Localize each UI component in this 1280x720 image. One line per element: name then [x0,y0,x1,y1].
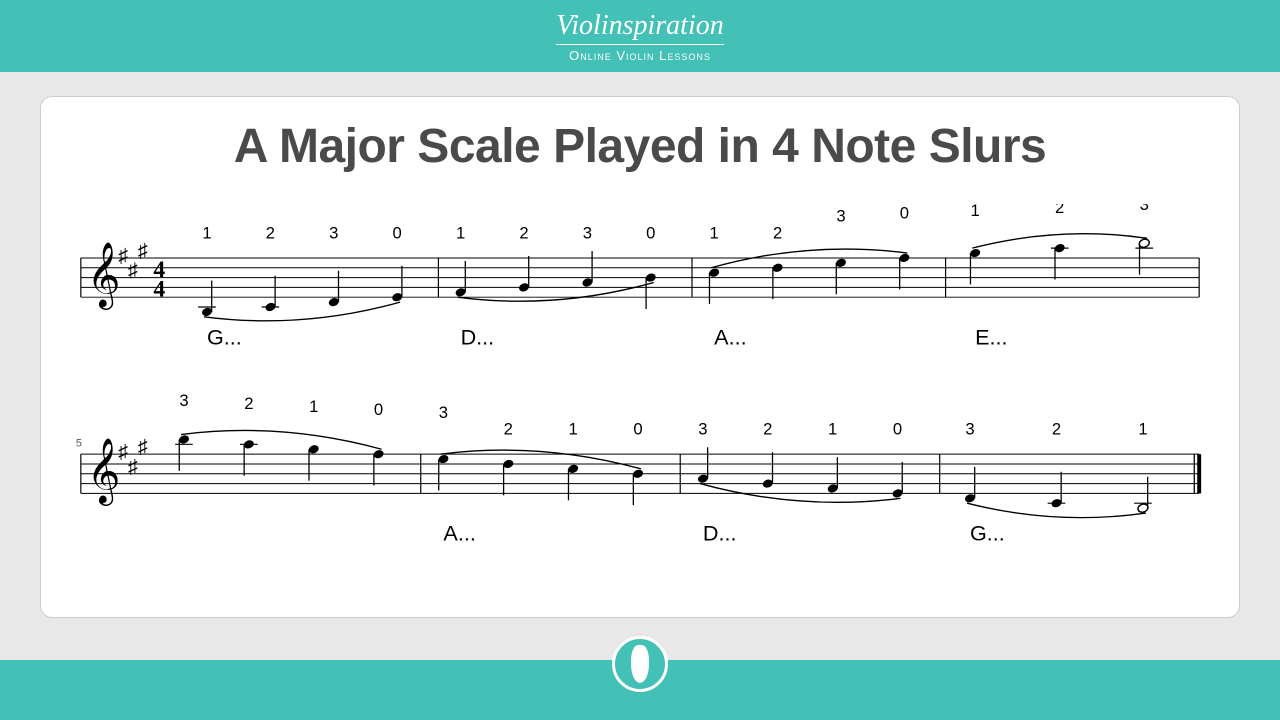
top-banner: Violinspiration Online Violin Lessons [0,0,1280,72]
svg-text:1: 1 [309,397,318,416]
page-title: A Major Scale Played in 4 Note Slurs [71,119,1209,174]
svg-text:1: 1 [710,223,719,242]
svg-text:3: 3 [698,420,707,439]
svg-text:D...: D... [461,324,495,349]
svg-text:2: 2 [244,394,253,413]
music-staff-container: 𝄞♯♯♯441230G...1230D...1230A...123E...5𝄞♯… [71,204,1209,596]
brand-logo: Violinspiration Online Violin Lessons [556,10,724,63]
brand-subtitle: Online Violin Lessons [556,44,724,63]
svg-text:3: 3 [329,223,338,242]
svg-text:2: 2 [1052,420,1061,439]
svg-text:A...: A... [443,520,475,545]
svg-text:G...: G... [970,520,1005,545]
svg-text:0: 0 [633,420,642,439]
svg-text:0: 0 [646,223,655,242]
svg-text:3: 3 [439,403,448,422]
svg-text:1: 1 [202,223,211,242]
svg-text:0: 0 [900,204,909,223]
svg-text:2: 2 [519,223,528,242]
svg-text:2: 2 [266,223,275,242]
svg-text:5: 5 [76,437,82,449]
svg-text:3: 3 [179,391,188,410]
content-card: A Major Scale Played in 4 Note Slurs 𝄞♯♯… [40,96,1240,618]
svg-text:♯: ♯ [138,437,148,458]
svg-text:E...: E... [975,324,1007,349]
svg-text:2: 2 [763,420,772,439]
music-staff: 𝄞♯♯♯441230G...1230D...1230A...123E...5𝄞♯… [71,204,1209,596]
svg-text:0: 0 [893,420,902,439]
svg-text:𝄞: 𝄞 [87,437,121,506]
svg-text:3: 3 [583,223,592,242]
svg-text:2: 2 [504,420,513,439]
svg-text:D...: D... [703,520,737,545]
svg-text:1: 1 [971,204,980,220]
svg-text:♯: ♯ [138,241,148,262]
svg-text:3: 3 [1140,204,1149,214]
svg-text:2: 2 [773,223,782,242]
svg-text:2: 2 [1055,204,1064,217]
svg-text:3: 3 [836,207,845,226]
svg-text:1: 1 [828,420,837,439]
brand-title: Violinspiration [556,10,724,42]
svg-text:♯: ♯ [118,246,128,267]
svg-text:A...: A... [714,324,746,349]
svg-text:♯: ♯ [118,442,128,463]
svg-text:3: 3 [965,420,974,439]
svg-text:𝄞: 𝄞 [87,241,121,310]
svg-text:4: 4 [153,277,165,303]
svg-text:0: 0 [374,400,383,419]
svg-text:1: 1 [456,223,465,242]
svg-text:♯: ♯ [128,261,138,282]
svg-text:0: 0 [393,223,402,242]
svg-text:G...: G... [207,324,242,349]
svg-text:♯: ♯ [128,457,138,478]
svg-text:1: 1 [1138,420,1147,439]
svg-text:1: 1 [569,420,578,439]
violin-icon [631,645,649,683]
violin-badge [612,636,668,692]
